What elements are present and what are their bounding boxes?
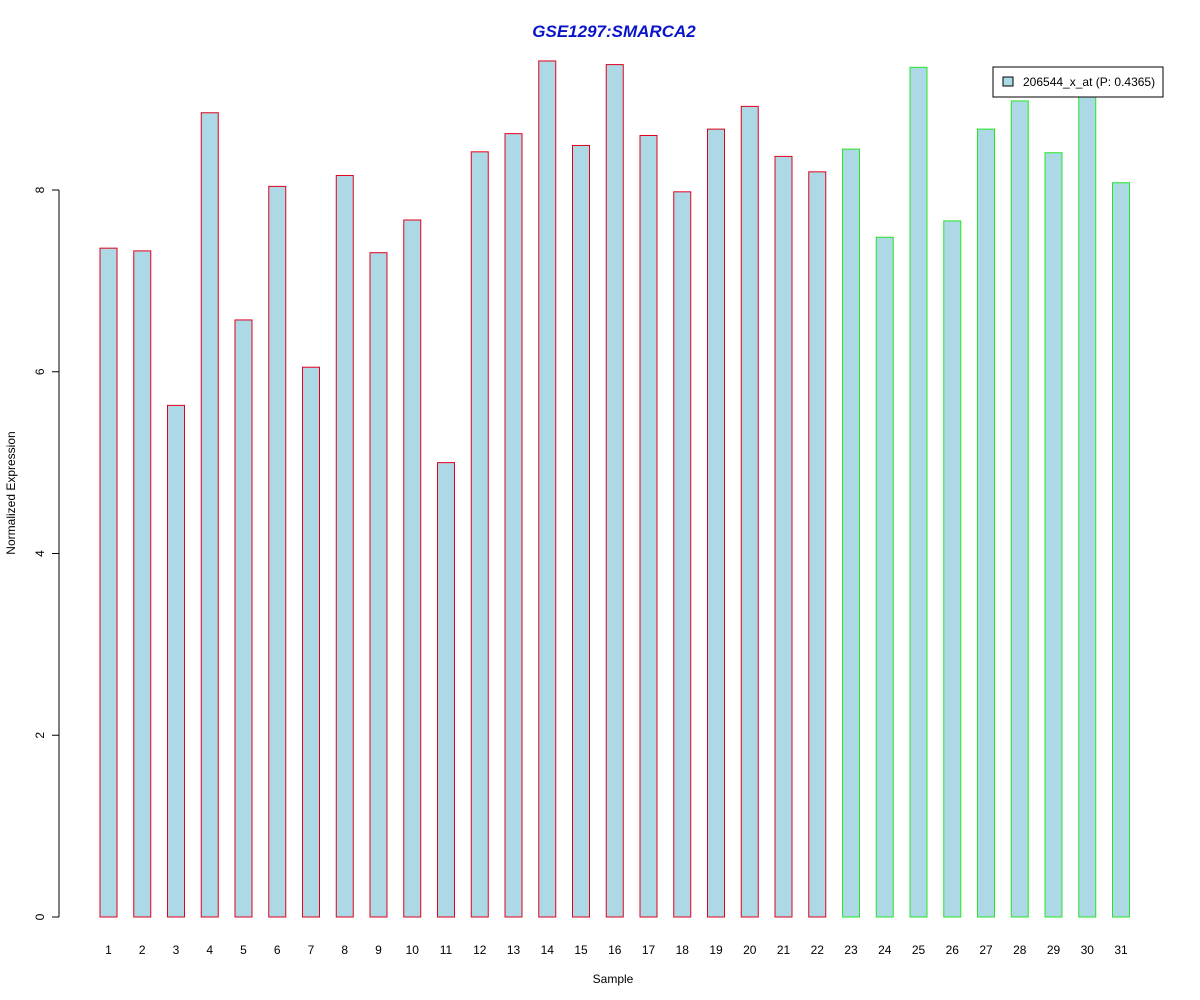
x-tick-label: 15 [574,943,588,957]
bar-sample-15 [572,144,590,918]
y-tick-label: 2 [33,732,47,739]
bar-sample-14 [538,60,557,918]
y-tick-label: 0 [33,913,47,920]
x-tick-label: 28 [1013,943,1027,957]
x-tick-label: 20 [743,943,757,957]
bar-sample-16 [605,64,624,918]
bar-sample-29 [1044,152,1063,918]
bar-sample-12 [470,151,489,918]
x-axis-label: Sample [593,972,634,986]
bar-sample-27 [977,128,995,918]
bar-sample-8 [335,174,354,918]
legend-box [992,66,1164,98]
bar-sample-10 [403,219,422,918]
bar-sample-1 [99,247,118,918]
x-tick-label: 21 [777,943,791,957]
x-tick-label: 4 [206,943,213,957]
x-tick-label: 17 [642,943,656,957]
bar-sample-9 [369,252,388,918]
bar-sample-11 [437,462,455,918]
x-tick-label: 30 [1081,943,1095,957]
x-tick-label: 26 [946,943,960,957]
bar-sample-21 [774,155,793,918]
y-tick-label: 4 [33,550,47,557]
bars-group [99,60,1130,918]
x-tick-label: 29 [1047,943,1061,957]
x-tick-label: 18 [676,943,690,957]
x-tick-label: 11 [440,943,453,957]
bar-sample-19 [707,128,725,918]
y-axis-label: Normalized Expression [4,431,18,554]
bar-sample-13 [504,133,523,918]
x-tick-label: 13 [507,943,521,957]
y-tick-label: 6 [33,368,47,375]
chart-title: GSE1297:SMARCA2 [532,22,696,41]
x-tick-label: 10 [406,943,420,957]
bar-sample-30 [1078,95,1097,918]
x-tick-label: 16 [608,943,622,957]
legend-label: 206544_x_at (P: 0.4365) [1023,75,1155,89]
x-tick-label: 19 [709,943,723,957]
bar-sample-28 [1010,100,1029,918]
x-tick-label: 6 [274,943,281,957]
bar-sample-23 [842,148,860,918]
bar-sample-17 [639,134,658,918]
bar-sample-31 [1112,182,1130,918]
x-tick-label: 27 [979,943,993,957]
x-tick-label: 8 [341,943,348,957]
x-tick-labels: 1 2 3 4 5 6 7 8 9 10 11 12 13 14 15 16 17 18 19 20 21 22 23 24 2… [105,943,1128,957]
x-tick-label: 25 [912,943,926,957]
bar-sample-18 [673,191,692,918]
bar-sample-6 [268,185,287,918]
legend: 206544_x_at (P: 0.4365) [992,66,1164,98]
x-tick-label: 9 [375,943,382,957]
x-tick-label: 22 [811,943,825,957]
bar-sample-26 [943,220,962,918]
x-tick-label: 5 [240,943,247,957]
x-tick-label: 12 [473,943,487,957]
bar-sample-25 [909,66,928,918]
x-tick-label: 2 [139,943,146,957]
bar-sample-24 [875,236,894,918]
x-tick-label: 14 [541,943,555,957]
x-tick-label: 3 [173,943,180,957]
y-tick-label: 8 [33,186,47,193]
bar-sample-3 [167,404,185,918]
bar-sample-5 [234,319,253,918]
x-tick-label: 24 [878,943,892,957]
x-tick-label: 31 [1114,943,1128,957]
bar-sample-20 [740,105,759,918]
bar-sample-4 [200,112,219,918]
y-axis: 0 2 4 6 8 [33,186,60,920]
x-tick-label: 1 [105,943,112,957]
bar-sample-22 [808,171,827,918]
x-tick-label: 7 [308,943,315,957]
x-tick-label: 23 [844,943,858,957]
bar-sample-7 [302,366,320,918]
bar-sample-2 [133,250,152,918]
legend-swatch [1002,76,1014,87]
